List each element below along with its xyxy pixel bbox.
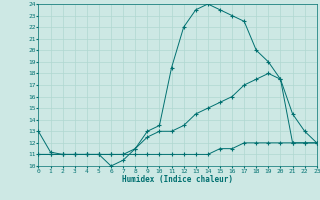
X-axis label: Humidex (Indice chaleur): Humidex (Indice chaleur) [122, 175, 233, 184]
